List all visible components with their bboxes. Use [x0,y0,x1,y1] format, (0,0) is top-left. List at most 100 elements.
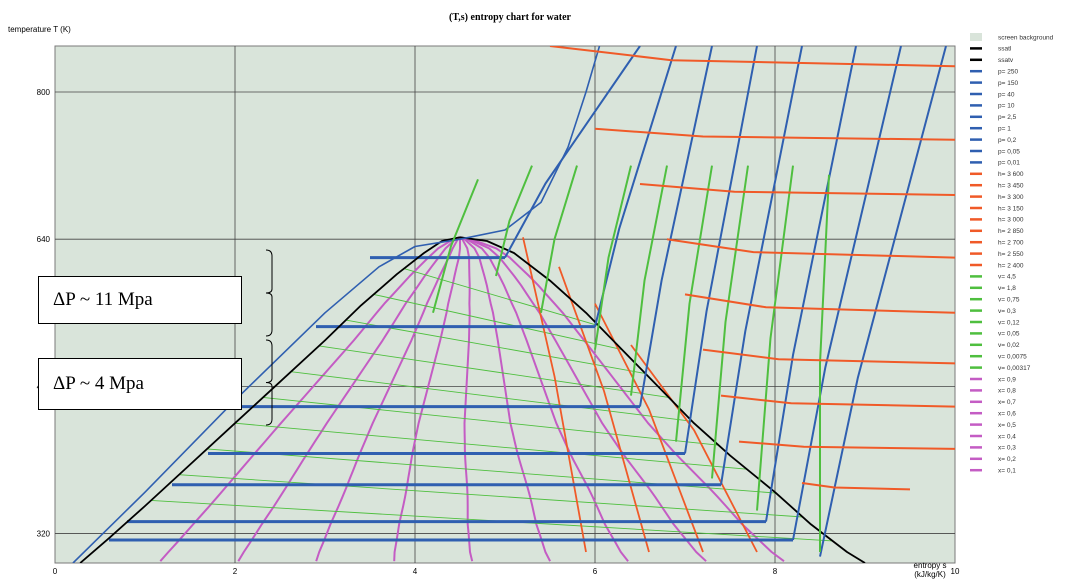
quality-line [393,237,461,562]
isochore-line-outside [711,165,749,479]
legend-label: p= 2,5 [998,114,1017,121]
legend-label: v= 0,12 [998,319,1020,326]
isochore-line-inside [345,319,646,374]
legend-label: h= 3 300 [998,194,1024,201]
brace-11mpa [265,249,273,337]
legend-label: p= 0,2 [998,137,1017,144]
pressure-braces [265,249,273,426]
legend-label: h= 3 150 [998,205,1024,212]
isobar-superheated [765,46,857,522]
legend-label: x= 0,6 [998,411,1016,418]
enthalpy-line-inside [594,303,704,553]
isochore-line-inside [234,422,747,470]
legend-label: p= 0,01 [998,160,1020,167]
isochore-line-outside [540,165,578,313]
x-tick-6: 6 [593,567,598,576]
legend-label: h= 3 000 [998,217,1024,224]
enthalpy-line-superheated [684,293,955,314]
isochore-line-inside [373,293,623,351]
legend-label: v= 1,8 [998,285,1016,292]
legend-label: ssatv [998,57,1014,64]
isochore-line-outside [432,179,479,314]
legend-label: x= 0,4 [998,433,1016,440]
isochore-line-outside [675,165,713,442]
y-tick-320: 320 [37,530,51,539]
legend-label: x= 0,7 [998,399,1016,406]
legend-label: screen background [998,34,1054,41]
quality-line [237,236,461,562]
x-tick-4: 4 [413,567,418,576]
isochore-line-inside [178,474,803,518]
annotation-delta-p-11: ΔP ~ 11 Mpa [38,276,242,324]
x-tick-0: 0 [53,567,58,576]
y-tick-800: 800 [37,88,51,97]
saturated-liquid-line [79,236,461,563]
y-tick-640: 640 [37,235,51,244]
quality-line [159,236,461,562]
isobar-superheated [639,46,713,407]
legend-label: h= 3 450 [998,183,1024,190]
chart-title: (T,s) entropy chart for water [449,12,571,23]
enthalpy-line-superheated [738,440,955,450]
legend-label: x= 0,2 [998,456,1016,463]
legend-label: p= 0,05 [998,148,1020,155]
quality-line [459,236,551,562]
isochore-line-outside [630,165,668,396]
x-tick-labels: 0 2 4 6 8 10 [53,567,960,576]
annotation-delta-p-4: ΔP ~ 4 Mpa [38,358,242,410]
enthalpy-line-superheated [801,482,911,491]
isobar-superheated [504,46,641,259]
curves-layer [72,46,955,563]
isobar-superheated [819,46,947,557]
x-tick-10: 10 [951,567,960,576]
legend-label: v= 0,05 [998,331,1020,338]
quality-line [459,236,785,563]
legend-label: p= 10 [998,103,1015,110]
isobar-superheated [684,46,758,454]
legend-label: h= 2 400 [998,262,1024,269]
legend-label: x= 0,5 [998,422,1016,429]
isochore-line-outside [495,165,533,277]
x-axis-unit: (kJ/kg/K) [914,570,946,579]
legend-label: p= 1 [998,126,1011,133]
enthalpy-line-inside [558,266,650,553]
quality-line [459,236,474,562]
legend-label: x= 0,8 [998,388,1016,395]
legend-label: v= 0,3 [998,308,1016,315]
isochore-line-outside [756,165,794,511]
legend-label: p= 40 [998,91,1015,98]
legend: screen background ssatl ssatv p= 250 p= 150 p… [970,33,1054,475]
enthalpy-line-superheated [666,238,955,259]
enthalpy-line-superheated [549,46,955,68]
isochore-line-outside [594,165,632,350]
legend-label: p= 150 [998,80,1018,87]
x-axis-label: entropy s [914,561,947,570]
quality-line [459,236,707,562]
legend-label: x= 0,3 [998,445,1016,452]
enthalpy-line-superheated [702,348,955,365]
annotation-delta-p-4-text: ΔP ~ 4 Mpa [53,373,144,394]
enthalpy-line-superheated [720,394,955,408]
legend-label: v= 0,75 [998,297,1020,304]
enthalpy-line-superheated [639,183,955,196]
legend-label: v= 0,0075 [998,354,1027,361]
legend-swatch [970,33,982,41]
legend-label: p= 250 [998,69,1018,76]
isobar-superheated [720,46,803,485]
isochore-line-inside [290,371,693,422]
legend-label: ssatl [998,46,1012,53]
legend-label: v= 4,5 [998,274,1016,281]
isochore-line-inside [318,345,669,398]
isochore-line-inside [403,268,599,327]
legend-label: h= 3 600 [998,171,1024,178]
quality-line [459,236,629,562]
y-axis-label: temperature T (K) [8,25,71,34]
saturated-vapor-line [459,236,866,563]
annotation-delta-p-11-text: ΔP ~ 11 Mpa [53,289,153,310]
legend-label: h= 2 550 [998,251,1024,258]
enthalpy-line-inside [522,237,587,553]
legend-label: v= 0,02 [998,342,1020,349]
quality-line [315,236,461,562]
brace-4mpa [265,339,273,426]
enthalpy-line-inside [630,344,758,553]
